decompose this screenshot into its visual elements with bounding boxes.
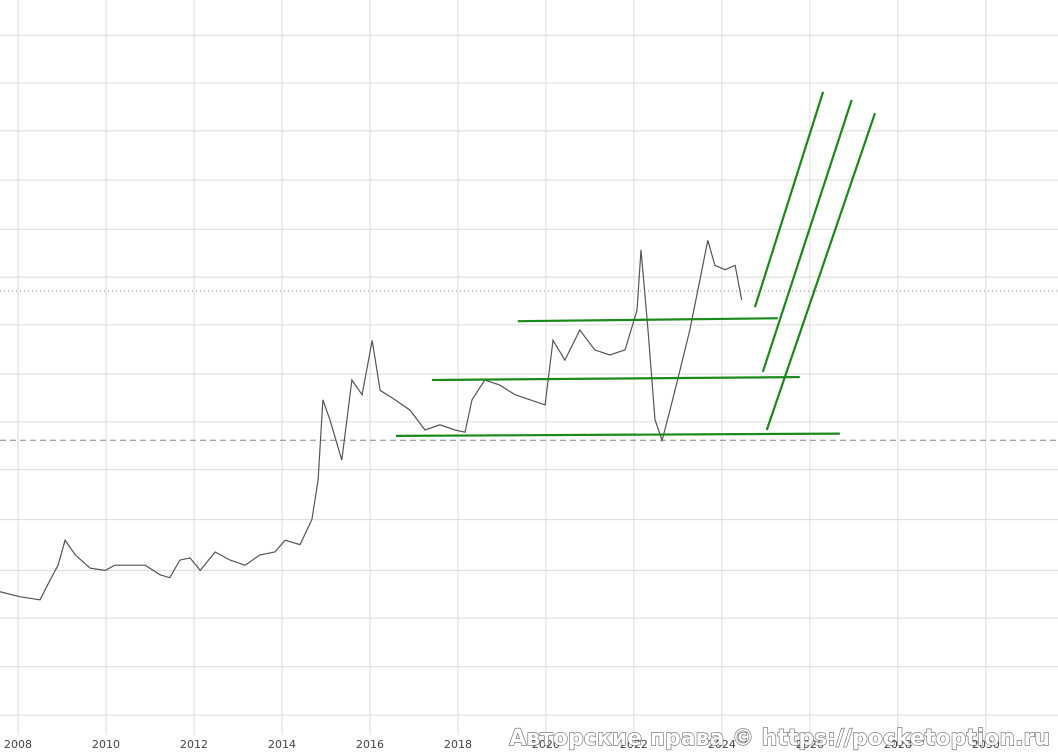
trend-line	[761, 99, 853, 373]
trend-line	[753, 91, 825, 308]
grid	[0, 0, 1058, 735]
trend-line	[765, 112, 877, 431]
trend-line	[517, 317, 778, 323]
watermark: Авторские права © https://pocketoption.r…	[509, 726, 1050, 751]
x-tick-label: 2008	[4, 738, 32, 751]
price-line	[0, 240, 743, 601]
x-tick-label: 2014	[268, 738, 296, 751]
x-tick-label: 2020	[532, 738, 560, 751]
trend-line	[431, 375, 800, 382]
trend-line	[395, 432, 840, 437]
x-tick-label: 2026	[796, 738, 824, 751]
x-tick-label: 2012	[180, 738, 208, 751]
x-tick-label: 2024	[708, 738, 736, 751]
plot	[0, 91, 1058, 601]
x-tick-label: 2022	[620, 738, 648, 751]
x-tick-label: 2018	[444, 738, 472, 751]
x-tick-label: 2028	[884, 738, 912, 751]
x-tick-label: 2016	[356, 738, 384, 751]
x-tick-label: 2030	[972, 738, 1000, 751]
x-tick-label: 2010	[92, 738, 120, 751]
